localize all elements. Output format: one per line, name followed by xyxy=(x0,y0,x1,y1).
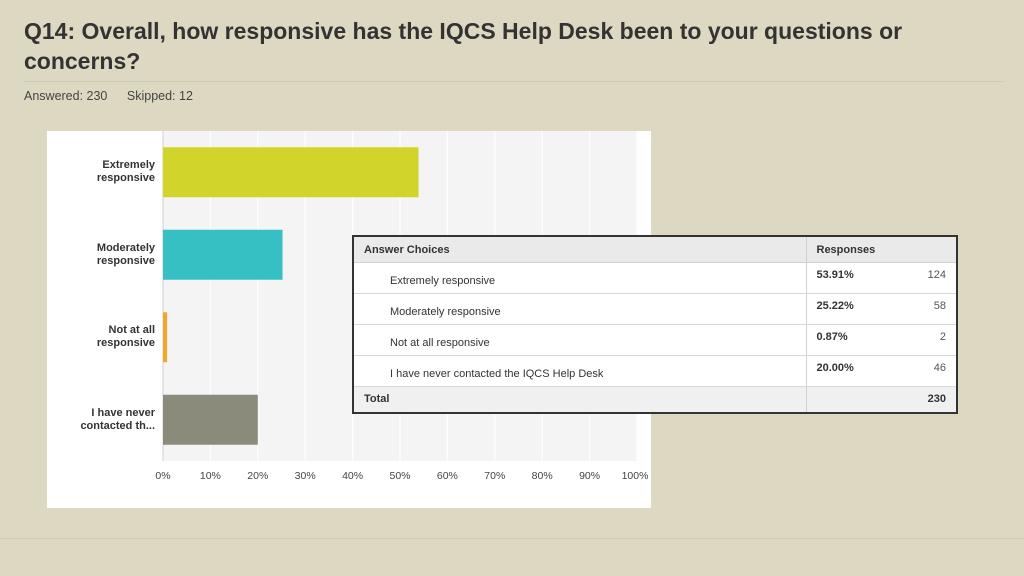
answered-count: Answered: 230 xyxy=(24,89,108,103)
x-tick-label: 30% xyxy=(294,470,316,482)
row-choice: Moderately responsive xyxy=(354,293,806,325)
row-percent: 20.00% xyxy=(805,355,886,387)
title-divider xyxy=(24,81,1004,82)
row-count: 124 xyxy=(886,262,956,294)
row-choice: Not at all responsive xyxy=(354,324,806,356)
row-choice: I have never contacted the IQCS Help Des… xyxy=(354,355,806,387)
row-percent: 53.91% xyxy=(805,262,886,294)
x-tick-label: 70% xyxy=(484,470,506,482)
bar xyxy=(163,147,419,198)
total-percent-empty xyxy=(805,386,886,412)
row-percent: 0.87% xyxy=(805,324,886,356)
total-label: Total xyxy=(354,386,806,412)
table-header-row: Answer Choices Responses xyxy=(354,237,956,263)
table-row: Extremely responsive 53.91% 124 xyxy=(354,262,956,294)
responses-table: Answer Choices Responses Extremely respo… xyxy=(354,237,956,412)
row-choice: Extremely responsive xyxy=(354,262,806,294)
table-row: Not at all responsive 0.87% 2 xyxy=(354,324,956,356)
row-percent: 25.22% xyxy=(805,293,886,325)
responses-table-card: Answer Choices Responses Extremely respo… xyxy=(352,235,958,414)
x-tick-label: 100% xyxy=(621,470,649,482)
bar xyxy=(163,312,168,363)
header-answer-choices: Answer Choices xyxy=(354,237,806,263)
bar xyxy=(163,394,258,445)
x-tick-label: 40% xyxy=(342,470,364,482)
x-tick-label: 20% xyxy=(247,470,269,482)
x-tick-label: 60% xyxy=(436,470,458,482)
x-tick-label: 90% xyxy=(579,470,601,482)
response-summary: Answered: 230 Skipped: 12 xyxy=(24,89,209,103)
bar xyxy=(163,229,283,280)
header-responses: Responses xyxy=(805,237,956,263)
x-tick-label: 80% xyxy=(531,470,553,482)
skipped-count: Skipped: 12 xyxy=(126,89,193,103)
row-count: 58 xyxy=(886,293,956,325)
category-label: I have never contacted th... xyxy=(80,406,155,432)
category-label: Not at all responsive xyxy=(96,324,155,350)
table-row: Moderately responsive 25.22% 58 xyxy=(354,293,956,325)
table-row: I have never contacted the IQCS Help Des… xyxy=(354,355,956,387)
row-count: 2 xyxy=(886,324,956,356)
x-tick-label: 10% xyxy=(199,470,221,482)
row-count: 46 xyxy=(886,355,956,387)
x-tick-label: 50% xyxy=(389,470,411,482)
table-total-row: Total 230 xyxy=(354,386,956,412)
page-title: Q14: Overall, how responsive has the IQC… xyxy=(24,18,903,74)
category-label: Extremely responsive xyxy=(96,159,155,185)
x-tick-label: 0% xyxy=(155,470,171,482)
total-count: 230 xyxy=(886,386,956,412)
footer-divider xyxy=(0,538,1024,539)
category-label: Moderately responsive xyxy=(96,241,155,267)
